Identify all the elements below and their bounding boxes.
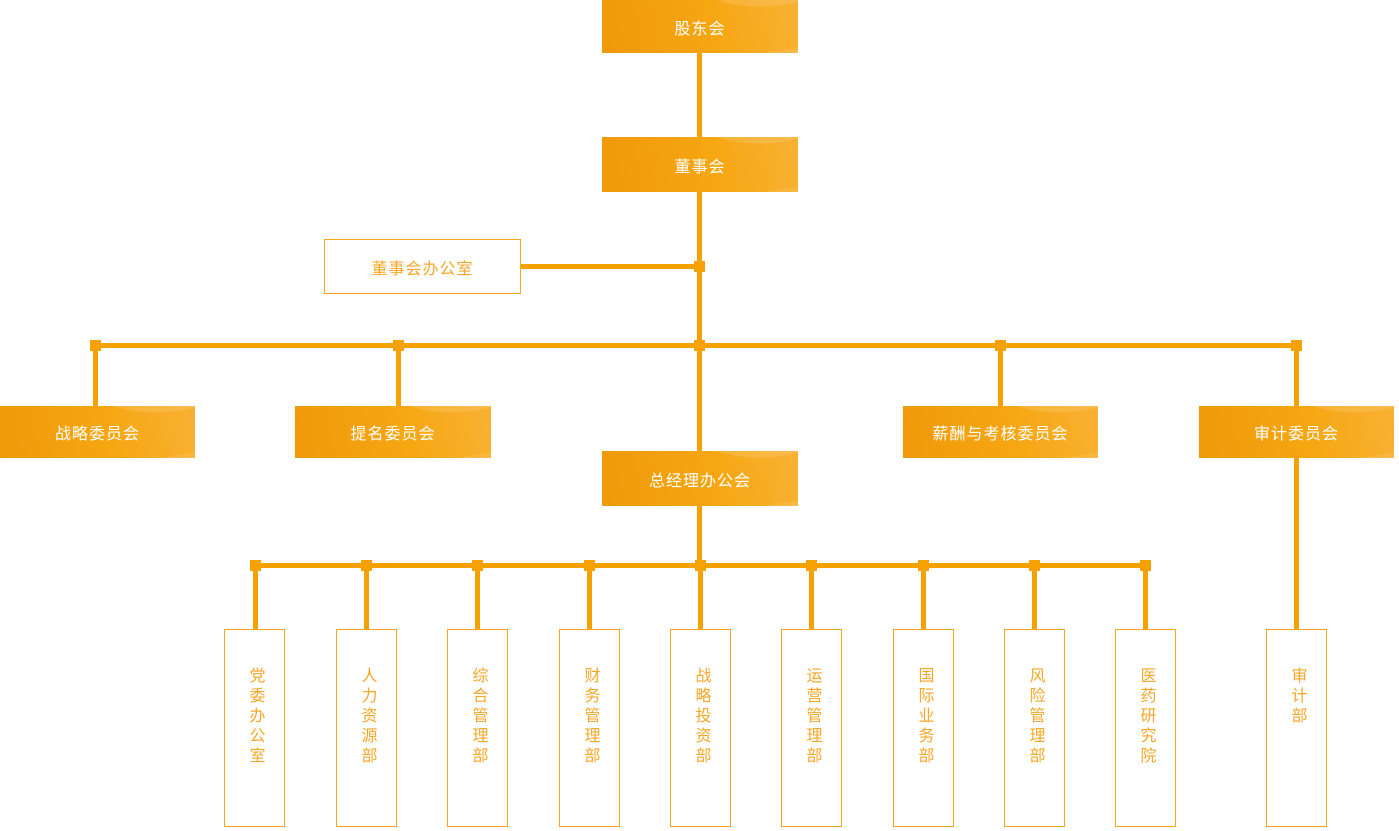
node-dept-international-business: 国际业务部: [893, 629, 954, 827]
node-board-of-directors: 董事会: [602, 137, 798, 192]
node-board-office: 董事会办公室: [324, 239, 521, 294]
node-remuneration-committee: 薪酬与考核委员会: [903, 406, 1098, 458]
junction-dot-board-office: [694, 261, 705, 272]
junction-dot-dept-8: [1029, 560, 1040, 571]
connector-board-office: [520, 264, 700, 269]
junction-dot-dept-6: [806, 560, 817, 571]
node-label: 薪酬与考核委员会: [932, 426, 1069, 443]
node-strategy-committee: 战略委员会: [0, 406, 195, 458]
stub-dept-5: [698, 565, 703, 629]
junction-dot-center: [694, 340, 705, 351]
junction-dot-dept-2: [361, 560, 372, 571]
stub-dept-3: [475, 565, 480, 629]
connector-board-gm-office: [697, 192, 702, 452]
stub-dept-6: [809, 565, 814, 629]
junction-dot-dept-3: [472, 560, 483, 571]
node-shareholders-meeting: 股东会: [602, 0, 798, 53]
node-label: 人力资源部: [358, 667, 376, 767]
junction-dot-audit: [1291, 340, 1302, 351]
node-dept-financial-management: 财务管理部: [559, 629, 620, 827]
junction-dot-dept-1: [250, 560, 261, 571]
junction-dot-dept-5: [695, 560, 706, 571]
node-nomination-committee: 提名委员会: [295, 406, 491, 458]
node-label: 审计委员会: [1253, 426, 1339, 443]
node-label: 审计部: [1288, 667, 1306, 727]
connector-gm-office-departments: [697, 506, 702, 565]
junction-dot-dept-4: [584, 560, 595, 571]
stub-dept-1: [253, 565, 258, 629]
stub-strategy-committee: [93, 345, 98, 407]
node-label: 提名委员会: [350, 426, 436, 443]
node-label: 医药研究院: [1137, 667, 1155, 767]
node-dept-general-management: 综合管理部: [447, 629, 508, 827]
node-label: 财务管理部: [581, 667, 599, 767]
node-label: 党委办公室: [246, 667, 264, 767]
connector-audit-committee-audit-dept: [1294, 458, 1299, 629]
node-label: 运营管理部: [803, 667, 821, 767]
node-label: 风险管理部: [1026, 667, 1044, 767]
node-dept-strategic-investment: 战略投资部: [670, 629, 731, 827]
stub-dept-8: [1032, 565, 1037, 629]
junction-dot-nomination: [393, 340, 404, 351]
node-label: 总经理办公会: [648, 472, 751, 490]
node-label: 董事会: [674, 158, 726, 176]
node-label: 战略投资部: [692, 667, 710, 767]
node-audit-committee: 审计委员会: [1199, 406, 1394, 458]
node-label: 国际业务部: [915, 667, 933, 767]
junction-dot-remuneration: [995, 340, 1006, 351]
node-dept-human-resources: 人力资源部: [336, 629, 397, 827]
node-dept-risk-management: 风险管理部: [1004, 629, 1065, 827]
stub-dept-9: [1143, 565, 1148, 629]
node-audit-department: 审计部: [1266, 629, 1327, 827]
stub-dept-2: [364, 565, 369, 629]
stub-audit-committee: [1294, 345, 1299, 407]
node-dept-pharma-research-institute: 医药研究院: [1115, 629, 1176, 827]
node-dept-party-committee-office: 党委办公室: [224, 629, 285, 827]
stub-dept-4: [587, 565, 592, 629]
stub-nomination-committee: [396, 345, 401, 407]
node-label: 股东会: [674, 20, 726, 38]
junction-dot-dept-9: [1140, 560, 1151, 571]
node-gm-office-meeting: 总经理办公会: [602, 451, 798, 506]
junction-dot-dept-7: [918, 560, 929, 571]
node-label: 战略委员会: [54, 426, 140, 443]
junction-dot-strategy: [90, 340, 101, 351]
node-label: 董事会办公室: [371, 260, 474, 278]
connector-shareholders-board: [697, 52, 702, 138]
stub-dept-7: [921, 565, 926, 629]
node-label: 综合管理部: [469, 667, 487, 767]
node-dept-operations-management: 运营管理部: [781, 629, 842, 827]
stub-remuneration-committee: [998, 345, 1003, 407]
